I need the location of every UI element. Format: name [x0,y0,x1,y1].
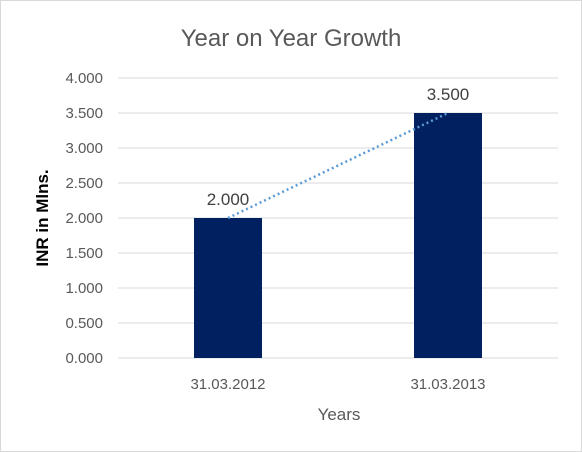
y-tick-label: 1.500 [65,245,103,262]
y-tick-label: 4.000 [65,70,103,87]
y-tick-label: 3.000 [65,140,103,157]
y-tick-label: 0.000 [65,350,103,367]
x-axis-ticks: 31.03.2012 31.03.2013 [190,376,485,393]
y-tick-label: 0.500 [65,315,103,332]
x-axis-title: Years [318,405,361,424]
trendline-segment [227,111,449,220]
bar [194,218,262,358]
bars [194,113,482,358]
y-tick-label: 2.500 [65,175,103,192]
chart-title: Year on Year Growth [181,25,402,52]
y-axis-ticks: 0.000 0.500 1.000 1.500 2.000 2.500 3.000 3.500… [65,70,103,367]
x-tick-label: 31.03.2012 [190,376,265,393]
data-label: 2.000 [207,190,250,209]
data-labels: 2.000 3.500 [207,85,470,209]
y-tick-label: 2.000 [65,210,103,227]
trendline [227,111,449,220]
bar [414,113,482,358]
data-label: 3.500 [427,85,470,104]
gridlines [118,77,558,359]
y-tick-label: 1.000 [65,280,103,297]
x-tick-label: 31.03.2013 [410,376,485,393]
y-tick-label: 3.500 [65,105,103,122]
y-axis-title: INR in Mlns. [33,169,52,266]
